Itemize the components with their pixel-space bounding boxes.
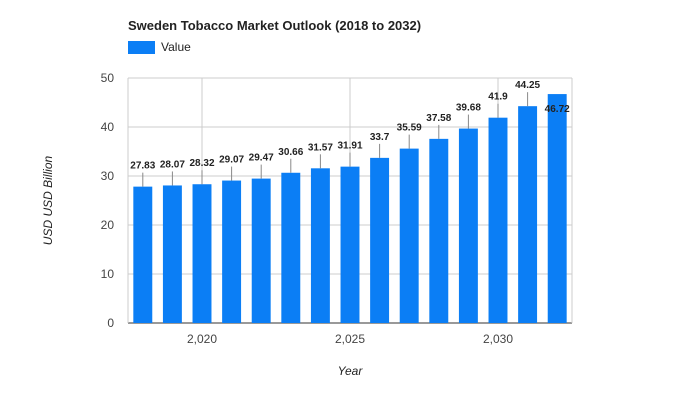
x-axis-ticks: 2,020 2,025 2,030: [187, 332, 513, 346]
bar: [281, 172, 301, 323]
chart-title: Sweden Tobacco Market Outlook (2018 to 2…: [128, 18, 422, 33]
value-labels: 27.83 28.07 28.32 29.07 29.47 30.66 31.57 31.91…: [130, 80, 570, 187]
value-label: 28.07: [160, 159, 185, 170]
y-axis-title: USD USD Billion: [41, 155, 55, 245]
bar: [547, 94, 567, 324]
y-tick-label: 10: [101, 267, 115, 281]
y-axis-ticks: 0 10 20 30 40 50: [101, 71, 115, 330]
value-label: 41.9: [488, 92, 508, 103]
value-label: 27.83: [130, 161, 155, 172]
value-label: 29.07: [219, 155, 244, 166]
value-label: 30.66: [278, 147, 303, 158]
bar: [162, 185, 182, 323]
bar: [458, 128, 478, 323]
y-tick-label: 50: [101, 71, 115, 85]
bar: [370, 157, 390, 323]
value-label: 39.68: [456, 103, 481, 114]
y-tick-label: 40: [101, 120, 115, 134]
y-tick-label: 20: [101, 218, 115, 232]
x-tick-label: 2,020: [187, 332, 217, 346]
bar: [133, 186, 153, 323]
x-axis-title: Year: [338, 364, 364, 378]
value-label: 44.25: [515, 80, 540, 91]
value-label: 28.32: [189, 158, 214, 169]
value-label: 31.91: [337, 141, 362, 152]
bars: [133, 94, 567, 324]
value-label: 29.47: [249, 153, 274, 164]
x-tick-label: 2,025: [335, 332, 365, 346]
bar: [251, 178, 271, 323]
bar: [340, 166, 360, 323]
y-tick-label: 30: [101, 169, 115, 183]
bar: [518, 106, 538, 323]
value-label: 33.7: [370, 132, 390, 143]
legend-swatch: [128, 40, 155, 54]
bar: [310, 168, 330, 323]
bar: [488, 117, 508, 323]
value-label: 46.72: [545, 104, 570, 115]
bar: [429, 138, 449, 323]
x-tick-label: 2,030: [483, 332, 513, 346]
value-label: 31.57: [308, 142, 333, 153]
bar: [192, 184, 212, 323]
value-label: 35.59: [397, 123, 422, 134]
bar: [399, 148, 419, 323]
y-tick-label: 0: [107, 316, 114, 330]
value-label: 37.58: [426, 113, 451, 124]
legend: Value: [128, 40, 191, 54]
legend-label: Value: [161, 40, 191, 54]
bar: [222, 180, 242, 323]
